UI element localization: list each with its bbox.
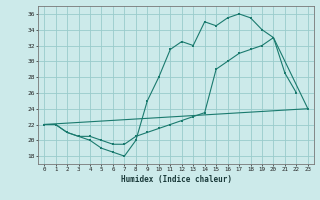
X-axis label: Humidex (Indice chaleur): Humidex (Indice chaleur): [121, 175, 231, 184]
